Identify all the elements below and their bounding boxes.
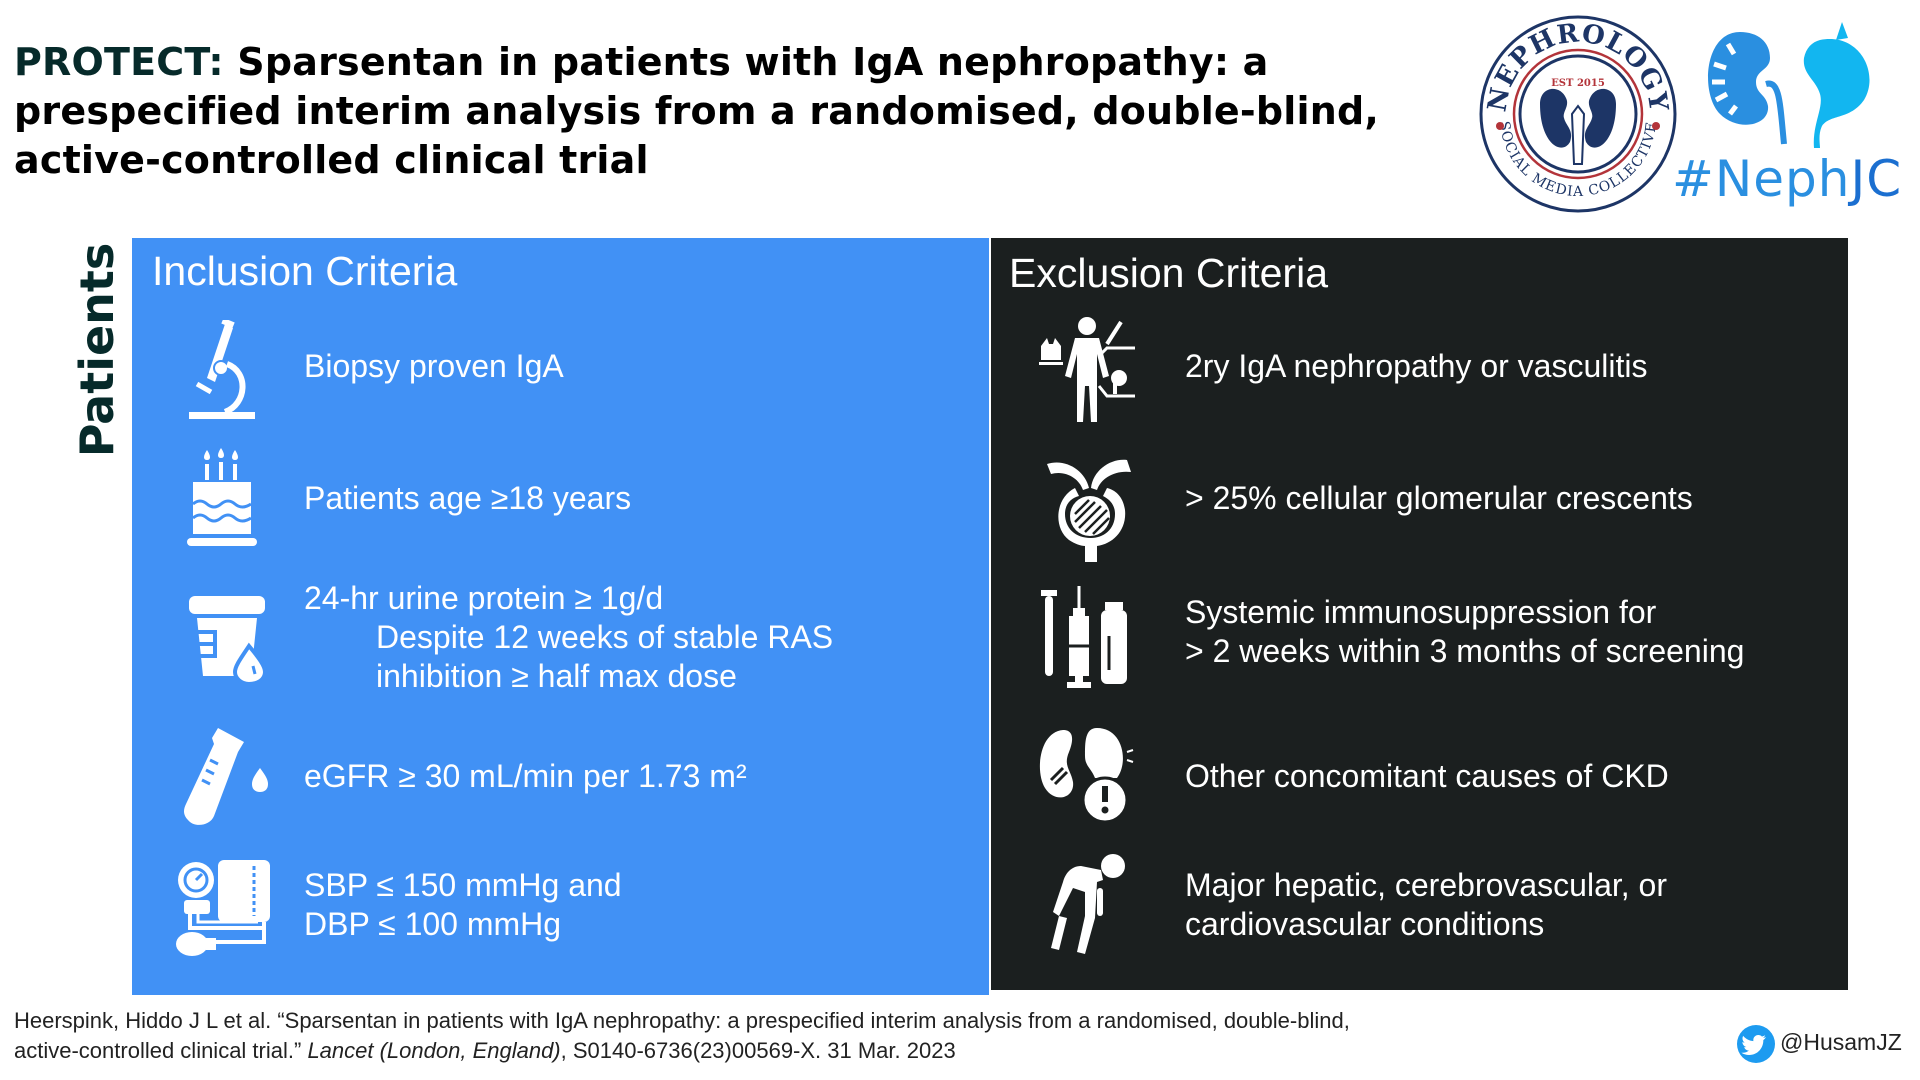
- title-line-1-text: Sparsentan in patients with IgA nephropa…: [237, 40, 1269, 84]
- citation-line-2-end: , S0140-6736(23)00569-X. 31 Mar. 2023: [560, 1038, 956, 1063]
- exclusion-item-3-line-2: > 2 weeks within 3 months of screening: [1185, 633, 1745, 669]
- exclusion-item-4-text: Other concomitant causes of CKD: [1185, 758, 1669, 794]
- urine-cup-icon: [187, 594, 267, 684]
- inclusion-item-3-line-2: Despite 12 weeks of stable RAS: [376, 619, 834, 655]
- citation: Heerspink, Hiddo J L et al. “Sparsentan …: [14, 1006, 1714, 1066]
- exclusion-criteria-panel: Exclusion Criteria 2ry IgA nephropathy o…: [991, 238, 1848, 990]
- inclusion-criteria-panel: Inclusion Criteria Biopsy proven IgA Pat…: [132, 238, 989, 995]
- microscope-icon: [187, 320, 257, 420]
- inclusion-item-3-line-3: inhibition ≥ half max dose: [376, 658, 737, 694]
- inclusion-item-3-line-1: 24-hr urine protein ≥ 1g/d: [304, 580, 664, 616]
- inclusion-item-5: SBP ≤ 150 mmHg and DBP ≤ 100 mmHg: [304, 866, 622, 944]
- exclusion-item-5-line-2: cardiovascular conditions: [1185, 906, 1545, 942]
- inclusion-item-3: 24-hr urine protein ≥ 1g/d Despite 12 we…: [304, 579, 833, 696]
- inclusion-item-4: eGFR ≥ 30 mL/min per 1.73 m²: [304, 757, 747, 796]
- nephjc-kidney-logo: [1700, 14, 1880, 154]
- inclusion-item-1-text: Biopsy proven IgA: [304, 348, 564, 384]
- nephrology-smc-logo: NEPHROLOGY SOCIAL MEDIA COLLECTIVE EST 2…: [1478, 14, 1678, 214]
- nephjc-hashtag: #NephJC: [1672, 150, 1902, 208]
- citation-line-1: Heerspink, Hiddo J L et al. “Sparsentan …: [14, 1008, 1350, 1033]
- twitter-icon[interactable]: [1737, 1025, 1775, 1063]
- syringe-vial-icon: [1039, 586, 1139, 690]
- exclusion-item-5-line-1: Major hepatic, cerebrovascular, or: [1185, 867, 1667, 903]
- exclusion-item-3-line-1: Systemic immunosuppression for: [1185, 594, 1657, 630]
- inclusion-item-5-line-2: DBP ≤ 100 mmHg: [304, 906, 562, 942]
- blood-pressure-monitor-icon: [174, 858, 274, 958]
- exclusion-item-1-text: 2ry IgA nephropathy or vasculitis: [1185, 348, 1648, 384]
- sick-person-icon: [1045, 852, 1135, 958]
- birthday-cake-icon: [187, 448, 257, 548]
- exclusion-item-5: Major hepatic, cerebrovascular, or cardi…: [1185, 866, 1667, 944]
- citation-journal: Lancet (London, England): [307, 1038, 561, 1063]
- human-organs-icon: [1035, 316, 1145, 426]
- title-line-1: PROTECT: Sparsentan in patients with IgA…: [14, 38, 1434, 87]
- title-line-2: prespecified interim analysis from a ran…: [14, 89, 1380, 133]
- exclusion-item-3: Systemic immunosuppression for > 2 weeks…: [1185, 593, 1744, 671]
- page-title: PROTECT: Sparsentan in patients with IgA…: [14, 38, 1434, 185]
- exclusion-item-2-text: > 25% cellular glomerular crescents: [1185, 480, 1693, 516]
- inclusion-item-2: Patients age ≥18 years: [304, 479, 631, 518]
- svg-text:EST 2015: EST 2015: [1551, 78, 1605, 89]
- test-tube-icon: [174, 724, 274, 828]
- inclusion-item-5-line-1: SBP ≤ 150 mmHg and: [304, 867, 622, 903]
- nephjc-hashtag-text: #Neph: [1672, 150, 1851, 208]
- patients-section-label: Patients: [62, 242, 132, 458]
- title-accent: PROTECT:: [14, 40, 224, 84]
- inclusion-title: Inclusion Criteria: [152, 248, 458, 294]
- patients-label-text: Patients: [70, 242, 124, 458]
- kidney-warning-icon: [1035, 722, 1135, 822]
- citation-line-2: active-controlled clinical trial.” Lance…: [14, 1036, 1714, 1066]
- title-line-3: active-controlled clinical trial: [14, 138, 649, 182]
- inclusion-item-2-text: Patients age ≥18 years: [304, 480, 632, 516]
- inclusion-item-4-text: eGFR ≥ 30 mL/min per 1.73 m²: [304, 758, 747, 794]
- glomerulus-icon: [1045, 456, 1135, 562]
- citation-line-2-start: active-controlled clinical trial.”: [14, 1038, 308, 1063]
- exclusion-title: Exclusion Criteria: [1009, 250, 1328, 296]
- exclusion-item-4: Other concomitant causes of CKD: [1185, 757, 1669, 796]
- exclusion-item-2: > 25% cellular glomerular crescents: [1185, 479, 1693, 518]
- twitter-handle[interactable]: @HusamJZ: [1780, 1029, 1902, 1055]
- inclusion-item-1: Biopsy proven IgA: [304, 347, 564, 386]
- nephjc-jc-text: JC: [1850, 150, 1903, 208]
- exclusion-item-1: 2ry IgA nephropathy or vasculitis: [1185, 347, 1647, 386]
